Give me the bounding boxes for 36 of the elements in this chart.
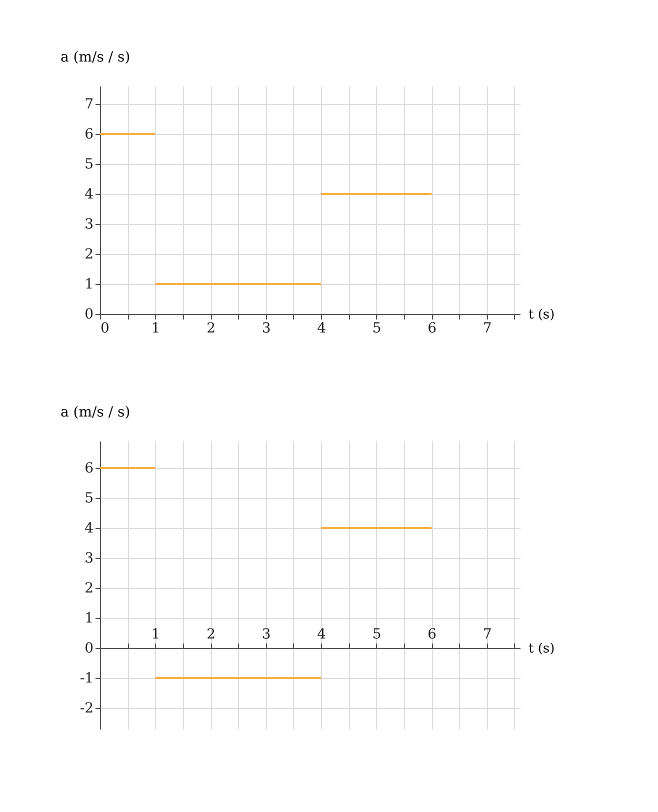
x-tick-label: 5 bbox=[372, 320, 382, 336]
x-tick-label: 5 bbox=[372, 626, 382, 642]
x-axis-title: t (s) bbox=[528, 642, 555, 656]
y-tick-label: -1 bbox=[80, 670, 94, 686]
x-tick-label: 1 bbox=[151, 626, 160, 642]
y-tick-label: 2 bbox=[84, 580, 94, 596]
y-tick-label: 6 bbox=[84, 460, 94, 476]
x-tick-label: 2 bbox=[206, 320, 216, 336]
y-tick-label: 5 bbox=[84, 490, 94, 506]
y-tick-label: 0 bbox=[84, 306, 94, 322]
x-tick-label: 6 bbox=[428, 320, 437, 336]
x-tick-label: 3 bbox=[262, 320, 271, 336]
y-tick-label: 3 bbox=[84, 550, 94, 566]
y-tick-label: 7 bbox=[84, 96, 94, 112]
y-tick-label: 4 bbox=[84, 520, 94, 536]
y-tick-label: 5 bbox=[84, 156, 94, 172]
y-tick-label: 4 bbox=[84, 186, 94, 202]
x-tick-label: 1 bbox=[151, 320, 160, 336]
x-tick-label: 0 bbox=[100, 320, 110, 336]
x-tick-label: 3 bbox=[262, 626, 271, 642]
y-tick-label: 6 bbox=[84, 126, 94, 142]
y-tick-label: 0 bbox=[84, 640, 94, 656]
y-tick-label: 3 bbox=[84, 216, 94, 232]
y-axis-title: a (m/s / s) bbox=[60, 50, 130, 66]
x-axis-title: t (s) bbox=[528, 308, 555, 322]
y-tick-label: -2 bbox=[80, 700, 94, 716]
x-tick-label: 7 bbox=[482, 626, 492, 642]
y-tick-label: 2 bbox=[84, 246, 94, 262]
x-tick-label: 7 bbox=[482, 320, 492, 336]
y-tick-label: 1 bbox=[84, 276, 94, 292]
x-tick-label: 2 bbox=[206, 626, 216, 642]
y-tick-label: 1 bbox=[84, 610, 94, 626]
x-tick-label: 4 bbox=[317, 626, 326, 642]
y-axis-title: a (m/s / s) bbox=[60, 404, 130, 420]
x-tick-label: 6 bbox=[428, 626, 437, 642]
x-tick-label: 4 bbox=[317, 320, 326, 336]
